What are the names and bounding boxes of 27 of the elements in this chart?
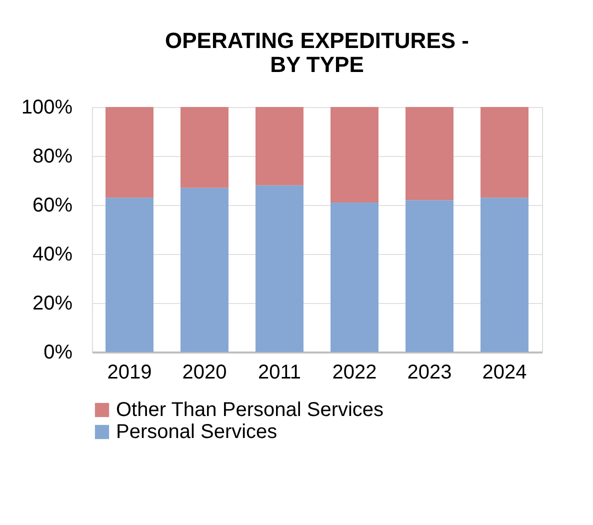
y-tick-label: 40% bbox=[32, 244, 73, 266]
x-tick-label: 2019 bbox=[107, 362, 152, 384]
legend-label: Personal Services bbox=[116, 421, 278, 443]
chart-title: OPERATING EXPEDITURES - BY TYPE bbox=[165, 28, 469, 77]
bar bbox=[406, 107, 454, 200]
bar bbox=[480, 198, 528, 352]
legend-label: Other Than Personal Services bbox=[116, 399, 384, 421]
bar bbox=[406, 200, 454, 352]
y-tick-label: 0% bbox=[44, 342, 73, 364]
x-tick-label: 2024 bbox=[482, 362, 527, 384]
bar bbox=[256, 185, 304, 352]
bar bbox=[180, 188, 228, 352]
bar bbox=[330, 107, 378, 203]
x-tick-label: 2022 bbox=[332, 362, 377, 384]
bar bbox=[480, 107, 528, 198]
y-tick-label: 80% bbox=[32, 146, 73, 168]
x-tick-label: 2020 bbox=[182, 362, 227, 384]
bar bbox=[256, 107, 304, 186]
bar bbox=[106, 107, 154, 198]
bar bbox=[106, 198, 154, 352]
y-tick-label: 100% bbox=[21, 96, 73, 118]
y-tick-label: 20% bbox=[32, 292, 73, 314]
y-tick-label: 60% bbox=[32, 194, 73, 216]
x-tick-label: 2011 bbox=[258, 362, 302, 384]
x-tick-label: 2023 bbox=[407, 362, 452, 384]
bar bbox=[330, 202, 378, 352]
bar bbox=[180, 107, 228, 188]
